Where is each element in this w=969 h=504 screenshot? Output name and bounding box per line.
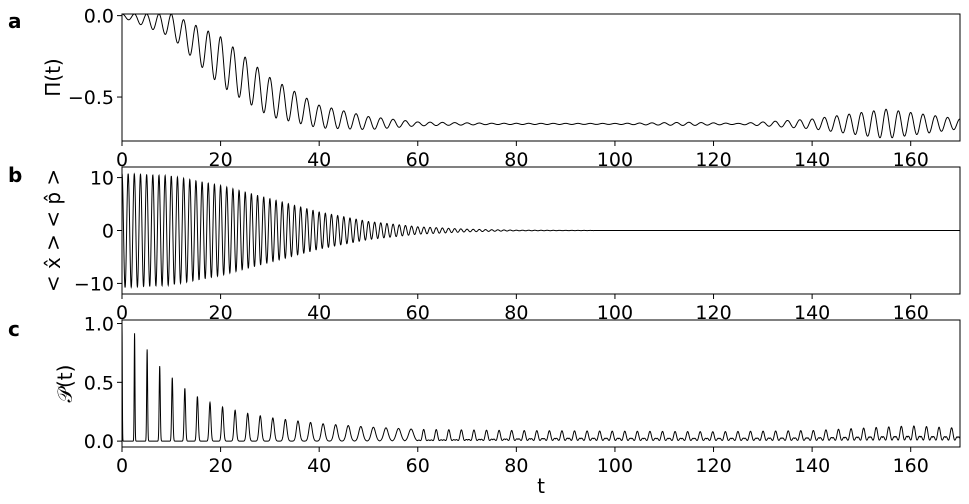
x-tick-label: 20 bbox=[208, 455, 232, 477]
x-tick-label: 20 bbox=[208, 302, 232, 324]
x-tick-label: 140 bbox=[794, 455, 830, 477]
x-tick-label: 80 bbox=[504, 455, 528, 477]
x-tick-label: 0 bbox=[116, 302, 128, 324]
x-tick-label: 120 bbox=[695, 302, 731, 324]
y-tick-label: 0.0 bbox=[84, 6, 114, 28]
y-tick-label: −0.5 bbox=[68, 87, 114, 109]
x-tick-label: 40 bbox=[307, 149, 331, 171]
plot-frame bbox=[121, 319, 961, 448]
panel-label: b bbox=[8, 163, 22, 187]
y-tick-label: 1.0 bbox=[84, 314, 114, 336]
x-tick-label: 0 bbox=[116, 149, 128, 171]
panel-label: a bbox=[8, 9, 22, 33]
y-tick-label: 10 bbox=[90, 168, 114, 190]
x-tick-label: 120 bbox=[695, 149, 731, 171]
panel-label: c bbox=[8, 317, 20, 341]
x-tick-label: 60 bbox=[406, 149, 430, 171]
panel-a: 0 20 40 60 80 100 120 140 160 0.0 −0.5Π(t) a bbox=[8, 6, 961, 171]
y-tick-label: −10 bbox=[74, 273, 114, 295]
panel-c: 0 20 40 60 80 100 120 140 160 1.0 0.5 0.0 𝒫(t) t c bbox=[8, 314, 961, 498]
x-tick-label: 100 bbox=[597, 302, 633, 324]
y-axis-label: Π(t) bbox=[41, 58, 65, 97]
series-line bbox=[122, 323, 960, 442]
x-tick-label: 40 bbox=[307, 455, 331, 477]
x-tick-label: 100 bbox=[597, 149, 633, 171]
y-axis-label: < x̂ > < p̂ > bbox=[41, 169, 65, 292]
x-tick-label: 60 bbox=[406, 302, 430, 324]
x-tick-label: 140 bbox=[794, 149, 830, 171]
x-tick-label: 40 bbox=[307, 302, 331, 324]
x-tick-label: 100 bbox=[597, 455, 633, 477]
x-tick-label: 20 bbox=[208, 149, 232, 171]
y-axis-label: 𝒫(t) bbox=[53, 365, 77, 403]
x-tick-label: 0 bbox=[116, 455, 128, 477]
x-tick-label: 160 bbox=[893, 455, 929, 477]
x-axis-label: t bbox=[537, 474, 545, 498]
x-tick-label: 160 bbox=[893, 302, 929, 324]
plot-frame bbox=[121, 13, 961, 142]
y-tick-label: 0.0 bbox=[84, 431, 114, 453]
x-tick-label: 80 bbox=[504, 149, 528, 171]
y-tick-label: 0.5 bbox=[84, 372, 114, 394]
y-tick-label: 0 bbox=[102, 221, 114, 243]
series-line bbox=[122, 172, 960, 290]
x-tick-label: 160 bbox=[893, 149, 929, 171]
x-tick-label: 120 bbox=[695, 455, 731, 477]
x-tick-label: 80 bbox=[504, 302, 528, 324]
x-tick-label: 140 bbox=[794, 302, 830, 324]
x-tick-label: 60 bbox=[406, 455, 430, 477]
series-line bbox=[122, 14, 960, 139]
